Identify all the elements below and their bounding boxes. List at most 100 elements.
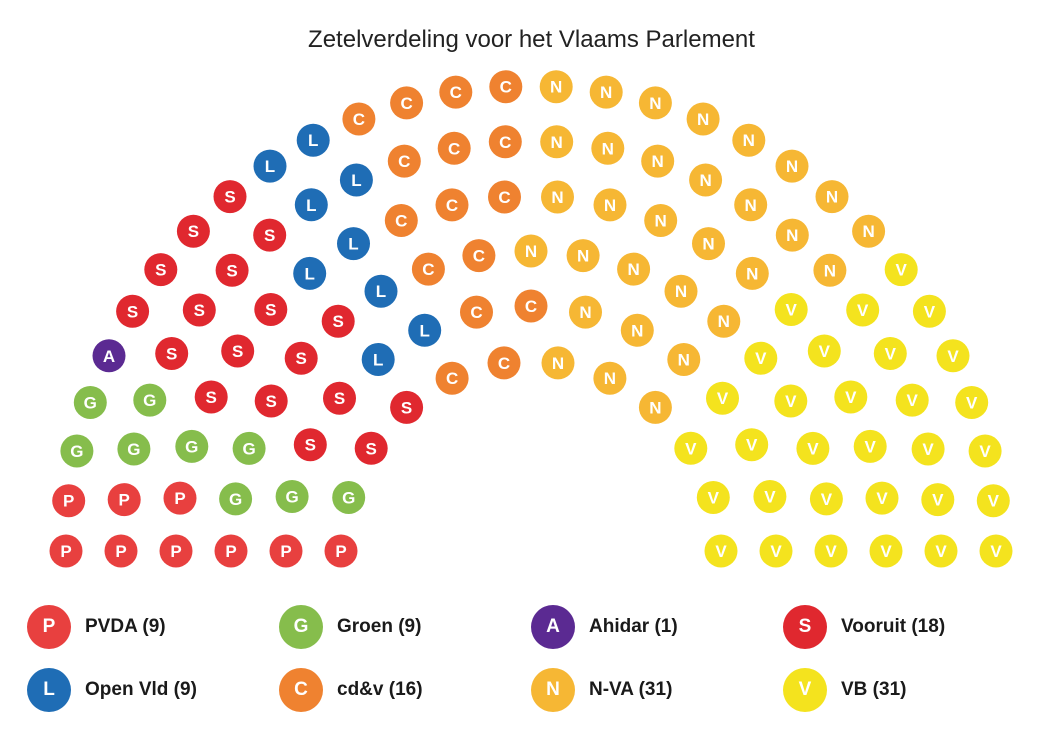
seat-v: V — [674, 431, 708, 465]
seat-p: P — [159, 534, 193, 568]
seat-circle — [194, 380, 228, 414]
seat-letter: V — [770, 542, 782, 561]
seat-circle — [735, 428, 769, 462]
seat-letter: V — [947, 347, 959, 366]
seat-circle — [215, 253, 249, 287]
seat-circle — [638, 390, 672, 424]
seat-s: S — [221, 334, 255, 368]
seat-g: G — [232, 431, 266, 465]
seat-circle — [706, 381, 739, 415]
seat-circle — [591, 131, 625, 165]
seat-letter: V — [935, 542, 947, 561]
seat-letter: N — [862, 222, 874, 241]
seat-circle — [539, 70, 573, 104]
seat-n: N — [641, 144, 675, 178]
seat-n: N — [539, 70, 573, 104]
seat-letter: N — [551, 133, 563, 152]
seat-letter: N — [746, 264, 758, 283]
seat-p: P — [269, 534, 303, 568]
seat-circle — [692, 227, 725, 261]
seat-circle — [813, 253, 847, 287]
seat-letter: P — [119, 491, 130, 510]
seat-circle — [437, 131, 471, 165]
seat-letter: V — [764, 488, 776, 507]
seat-n: N — [852, 214, 886, 248]
seat-n: N — [569, 295, 602, 329]
seat-letter: P — [225, 542, 236, 561]
seat-c: C — [439, 75, 473, 109]
seat-circle — [73, 386, 107, 419]
seat-s: S — [354, 431, 388, 465]
seat-c: C — [435, 188, 469, 222]
seat-n: N — [541, 346, 575, 380]
seat-circle — [852, 214, 886, 248]
seat-v: V — [853, 429, 887, 463]
seat-v: V — [846, 293, 880, 327]
seat-circle — [541, 346, 575, 380]
seat-letter: C — [450, 83, 462, 102]
seat-circle — [968, 434, 1002, 468]
seat-letter: S — [206, 388, 217, 407]
seat-n: N — [732, 123, 766, 157]
seat-s: S — [321, 304, 355, 338]
seat-letter: L — [351, 171, 361, 190]
seat-letter: C — [446, 369, 458, 388]
seat-n: N — [775, 149, 809, 183]
seat-v: V — [744, 341, 778, 375]
seat-circle — [116, 294, 150, 328]
seat-letter: V — [880, 542, 892, 561]
seat-p: P — [107, 483, 141, 517]
seat-letter: N — [551, 188, 563, 207]
seat-letter: P — [170, 542, 181, 561]
legend-swatch-n-va: N — [531, 668, 575, 712]
seat-letter: N — [655, 212, 667, 231]
seat-v: V — [774, 293, 808, 326]
seat-n: N — [664, 274, 698, 308]
seat-n: N — [638, 86, 672, 120]
seat-circle — [254, 384, 288, 418]
seat-letter: V — [990, 542, 1002, 561]
seat-p: P — [324, 534, 358, 568]
seat-letter: N — [786, 157, 798, 176]
seat-letter: A — [103, 347, 115, 366]
seat-letter: N — [577, 247, 589, 266]
legend-item-groen: G Groen (9) — [279, 605, 421, 649]
seat-letter: N — [743, 131, 755, 150]
seat-n: N — [735, 256, 769, 290]
seat-v: V — [735, 428, 769, 462]
seat-letter: V — [807, 439, 819, 458]
seat-s: S — [323, 381, 356, 415]
seat-n: N — [813, 253, 847, 287]
seat-letter: L — [420, 321, 430, 340]
seat-letter: C — [525, 297, 537, 316]
seat-letter: V — [819, 342, 831, 361]
seat-letter: G — [84, 394, 97, 413]
seat-circle — [759, 534, 793, 568]
seat-circle — [324, 534, 358, 568]
seat-letter: S — [232, 342, 243, 361]
seat-g: G — [133, 383, 167, 417]
seat-circle — [390, 390, 424, 424]
seat-letter: L — [308, 131, 318, 150]
legend-item-ahidar: A Ahidar (1) — [531, 605, 678, 649]
seat-circle — [732, 123, 766, 157]
seat-circle — [644, 204, 678, 237]
seat-circle — [219, 482, 253, 516]
parliament-seat-chart: P P P P P P P P P G G G G G G G G G A S S S S S S S S S S S S S S S S S S L L L… — [49, 70, 1013, 568]
seat-letter: N — [824, 261, 836, 280]
legend-label-cdv: cd&v (16) — [337, 679, 423, 700]
seat-circle — [734, 188, 768, 222]
seat-circle — [674, 431, 708, 465]
legend-label-n-va: N-VA (31) — [589, 679, 673, 700]
seat-letter: V — [922, 440, 934, 459]
seat-s: S — [194, 380, 228, 414]
seat-letter: S — [265, 301, 276, 320]
seat-circle — [936, 339, 970, 373]
seat-circle — [488, 180, 521, 214]
seat-c: C — [390, 86, 424, 120]
seat-letter: P — [280, 542, 291, 561]
seat-circle — [221, 334, 255, 368]
seat-v: V — [759, 534, 793, 568]
seat-n: N — [591, 131, 625, 165]
seat-letter: N — [552, 354, 564, 373]
